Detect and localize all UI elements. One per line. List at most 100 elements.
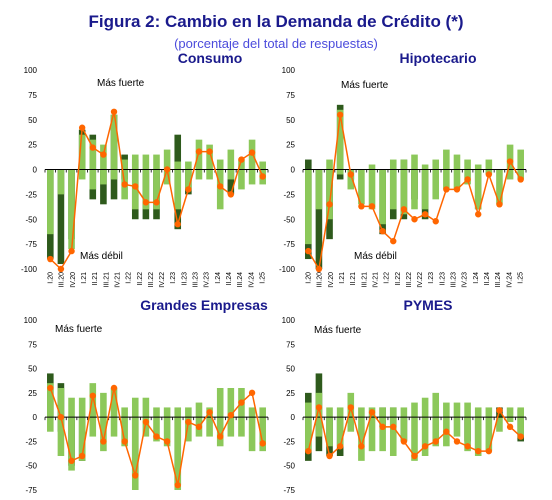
x-tick-label: IV.24 [506,272,513,288]
bar-light [248,417,256,452]
bar-light [432,417,440,447]
bar-light [506,417,514,422]
bar-light [238,159,245,170]
bar-light [78,417,86,461]
line-point [379,423,386,431]
line-point [57,265,65,273]
line-point [315,265,323,273]
bar-dark [57,169,65,265]
x-tick-label: I.21 [81,272,88,284]
line-point [390,237,397,245]
x-tick-label: I.21 [339,272,346,284]
line-point [227,191,235,198]
x-tick-label: II.23 [181,272,188,286]
x-tick-label: III.21 [361,272,368,288]
line-point [315,404,323,411]
bar-light [432,159,440,170]
line-point [89,144,96,151]
line-point [248,389,256,397]
bar-light [336,417,344,447]
y-tick-label: -50 [283,215,295,224]
bar-light [142,169,150,210]
bar-light [153,407,160,418]
line-point [358,203,365,210]
line-point [506,423,514,431]
bar-light [110,417,118,437]
x-tick-label: I.24 [473,272,480,284]
bar-dark [174,134,182,170]
bar-light [174,161,182,170]
line-point [227,412,235,419]
bar-dark [315,169,323,269]
bar-light [453,169,461,190]
line-point [400,206,408,213]
bar-light [443,149,450,170]
bar-light [485,417,493,452]
bar-light [400,169,408,215]
chart-consumo: Consumo -100 -75 -50 -25 0 25 50 75 100 Más fuerte… [21,50,269,288]
x-tick-label: III.20 [59,272,66,288]
bar-light [389,159,397,170]
bar-light [121,159,128,170]
bar-light [453,402,461,418]
line-point [336,111,344,118]
line-point [517,176,524,183]
x-tick-label: II.24 [226,272,233,286]
bar-light [315,417,323,437]
bar-light [379,169,386,225]
line-point [132,472,139,479]
bar-light [411,417,418,461]
bar-light [259,417,266,452]
bar-light [411,402,418,418]
bar-light [336,169,344,175]
line-point [305,447,312,455]
bar-light [142,417,150,437]
y-tick-label: 100 [282,316,296,325]
bar-light [358,417,365,461]
bar-light [238,169,245,190]
line-point [475,447,482,455]
bar-light [206,169,213,180]
line-point [421,211,429,218]
bar-light [121,417,128,447]
bar-light [347,417,355,432]
x-tick-label: II.21 [350,272,357,286]
x-tick-label: III.21 [103,272,110,288]
bar-light [368,417,376,452]
x-tick-label: II.21 [92,272,99,286]
bar-light [206,417,213,437]
bar-light [358,407,365,418]
x-tick-label: I.20 [48,272,55,284]
line-point [336,443,344,450]
bar-light [47,417,54,432]
bar-light [506,407,514,418]
bar-light [227,169,235,180]
bar-light [100,169,107,185]
bar-light [517,407,524,418]
bar-light [163,149,171,170]
bar-light [153,154,160,170]
bar-light [400,159,408,170]
bar-dark [336,169,344,180]
bar-light [305,402,312,418]
line-point [326,452,333,460]
bar-light [259,161,266,170]
bar-light [110,114,118,170]
bar-light [121,407,128,418]
bar-light [174,417,182,490]
line-point [485,171,493,178]
bar-light [89,169,97,190]
y-tick-label: 25 [28,389,37,398]
x-tick-label: I.22 [126,272,133,284]
line-point [238,156,245,163]
bar-light [47,169,54,235]
y-tick-label: 100 [24,66,38,75]
bar-light [305,417,312,452]
bar-light [326,159,333,170]
annotation-label: Más fuerte [97,78,145,89]
y-tick-label: 100 [282,66,296,75]
bar-light [506,169,514,180]
line-point [78,452,86,460]
line-point [259,173,266,180]
bar-light [131,154,139,170]
